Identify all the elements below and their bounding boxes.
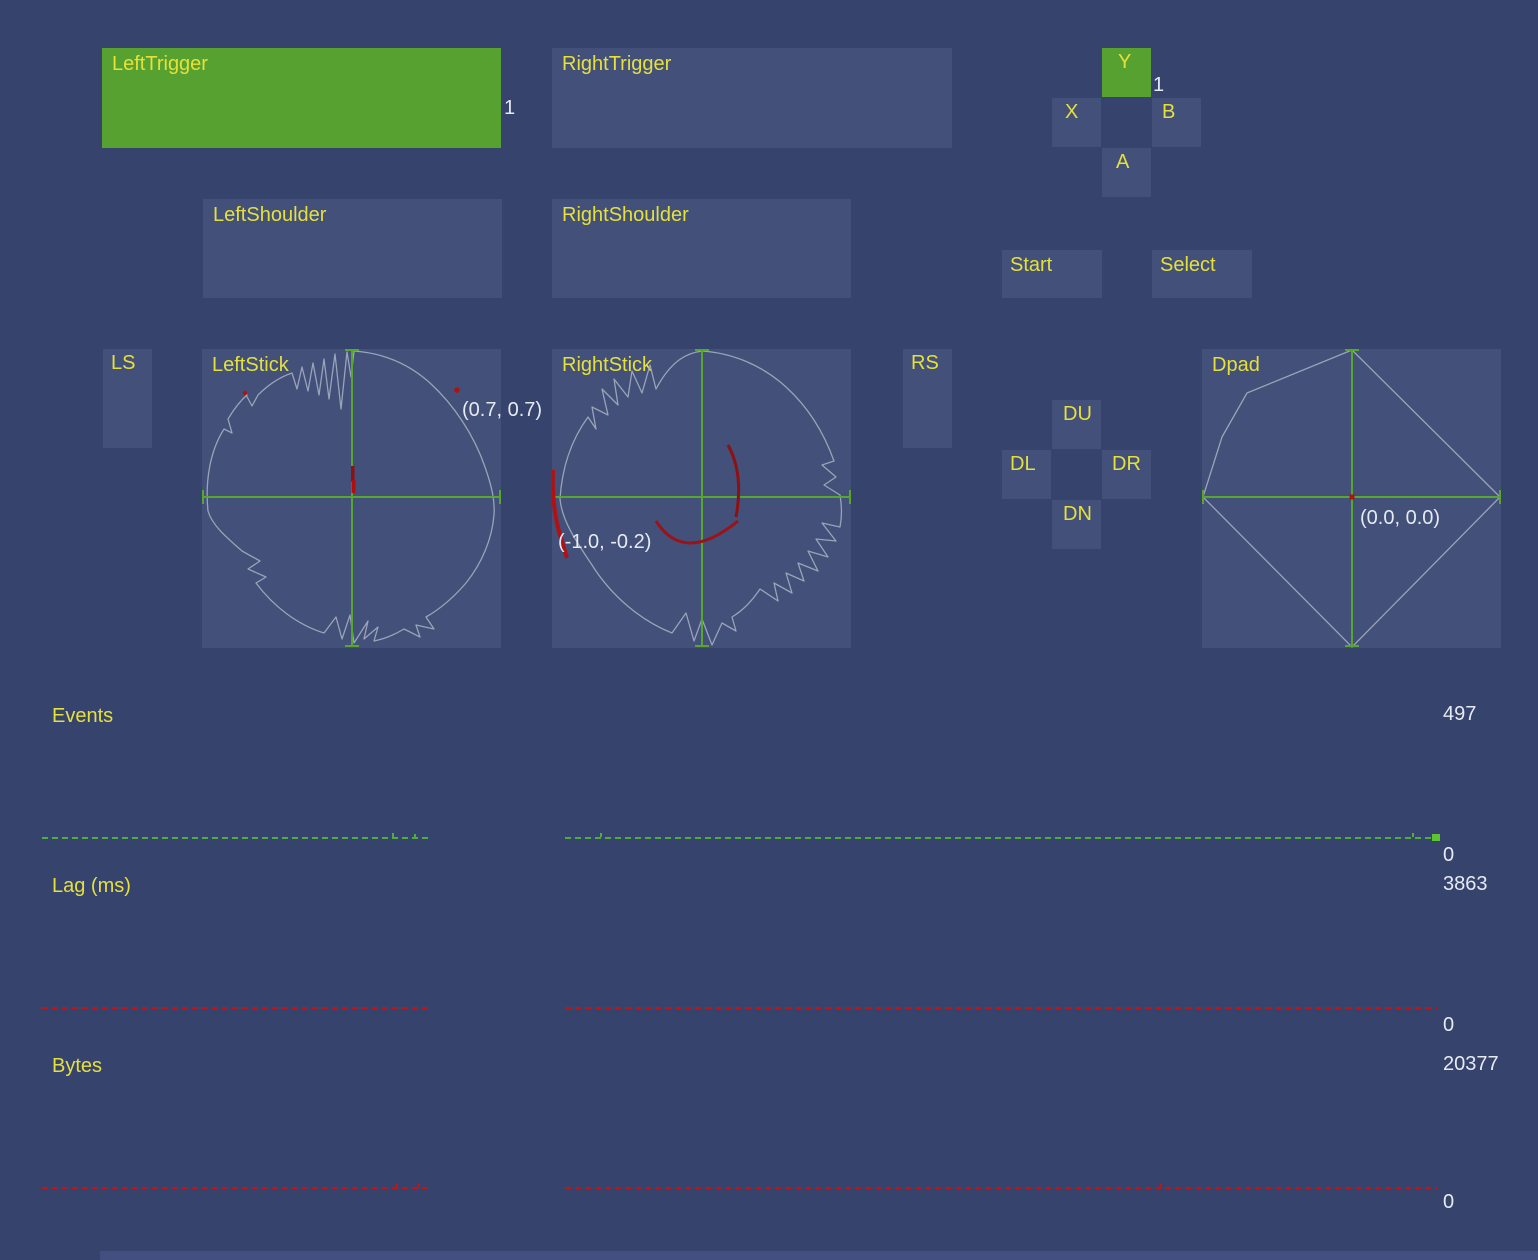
left-stick-range-trace: [206, 350, 495, 644]
left-shoulder-indicator: LeftShoulder: [203, 199, 502, 298]
left-stick-plot: [202, 349, 501, 647]
rs-button-indicator: RS: [903, 349, 952, 448]
dpad-panel: Dpad: [1202, 349, 1501, 648]
right-stick-label: RightStick: [562, 354, 653, 376]
sparkline-blip: [392, 833, 394, 837]
start-button-indicator: Start: [1002, 250, 1102, 298]
left-stick-label: LeftStick: [212, 354, 289, 376]
sparkline-blip: [1412, 833, 1414, 837]
bytes-label: Bytes: [52, 1055, 103, 1077]
events-sparkline-left: [42, 837, 428, 839]
rs-label: RS: [911, 352, 939, 374]
lag-sparkline-right: [565, 1007, 1437, 1009]
left-stick-panel: LeftStick: [202, 349, 501, 648]
dpad-down-indicator: DN: [1052, 500, 1101, 549]
button-x-label: X: [1065, 101, 1079, 123]
bytes-sparkline-right: [565, 1187, 1437, 1189]
lag-value: 3863: [1443, 873, 1488, 895]
select-button-indicator: Select: [1152, 250, 1252, 298]
sparkline-blip: [600, 833, 602, 837]
right-stick-panel: RightStick: [552, 349, 851, 648]
left-stick-red-dot: [242, 390, 248, 396]
dpad-plot: [1202, 349, 1501, 648]
bytes-min: 0: [1443, 1191, 1455, 1213]
axis-endcaps: [1202, 349, 1501, 647]
right-shoulder-indicator: RightShoulder: [552, 199, 851, 298]
events-value: 497: [1443, 703, 1477, 725]
left-shoulder-label: LeftShoulder: [213, 204, 327, 226]
dpad-label: Dpad: [1212, 354, 1260, 376]
ls-button-indicator: LS: [103, 349, 152, 448]
button-b-indicator: B: [1152, 98, 1201, 147]
axis-endcaps: [202, 349, 501, 647]
left-stick-red-trace: [351, 466, 355, 482]
dpad-right-indicator: DR: [1102, 450, 1151, 499]
right-stick-plot: [552, 349, 851, 647]
button-x-indicator: X: [1052, 98, 1101, 147]
dpad-up-indicator: DU: [1052, 400, 1101, 449]
sparkline-blip: [1160, 1183, 1162, 1187]
lag-label: Lag (ms): [52, 875, 131, 897]
right-stick-red-trace: [726, 444, 741, 518]
button-y-indicator: Y: [1102, 48, 1151, 97]
ls-label: LS: [111, 352, 136, 374]
events-min: 0: [1443, 844, 1455, 866]
bottom-bar: [100, 1251, 1538, 1260]
dpad-left-label: DL: [1010, 453, 1036, 475]
left-stick-position-readout: (0.7, 0.7): [462, 399, 543, 421]
select-label: Select: [1160, 254, 1216, 276]
button-a-label: A: [1116, 151, 1130, 173]
left-trigger-label: LeftTrigger: [112, 53, 208, 75]
left-trigger-value: 1: [504, 97, 516, 119]
dpad-position-dot: [1349, 494, 1355, 500]
sparkline-blip: [396, 1183, 398, 1187]
lag-sparkline-left: [42, 1007, 428, 1009]
sparkline-blip: [414, 834, 416, 838]
button-b-label: B: [1162, 101, 1176, 123]
sparkline-blip: [418, 1184, 420, 1188]
dpad-up-label: DU: [1063, 403, 1092, 425]
events-sparkline-right: [565, 837, 1440, 839]
dpad-left-indicator: DL: [1002, 450, 1051, 499]
events-sparkline-endcap: [1432, 834, 1440, 841]
bytes-sparkline-left: [42, 1187, 428, 1189]
right-stick-red-trace: [654, 519, 739, 545]
dpad-down-label: DN: [1063, 503, 1092, 525]
dpad-right-label: DR: [1112, 453, 1141, 475]
lag-min: 0: [1443, 1014, 1455, 1036]
right-trigger-indicator: RightTrigger: [552, 48, 952, 148]
start-label: Start: [1010, 254, 1053, 276]
dpad-position-readout: (0.0, 0.0): [1360, 507, 1441, 529]
bytes-value: 20377: [1443, 1053, 1499, 1075]
left-stick-red-trace: [351, 480, 356, 493]
button-a-indicator: A: [1102, 148, 1151, 197]
right-shoulder-label: RightShoulder: [562, 204, 689, 226]
right-stick-position-readout: (-1.0, -0.2): [558, 531, 652, 553]
right-stick-range-trace: [559, 350, 843, 646]
left-stick-position-dot: [454, 387, 460, 393]
button-y-value: 1: [1153, 74, 1165, 96]
button-y-label: Y: [1118, 51, 1132, 73]
right-trigger-label: RightTrigger: [562, 53, 672, 75]
left-trigger-indicator: LeftTrigger: [102, 48, 501, 148]
right-stick-red-trace: [552, 469, 569, 559]
events-label: Events: [52, 705, 114, 727]
